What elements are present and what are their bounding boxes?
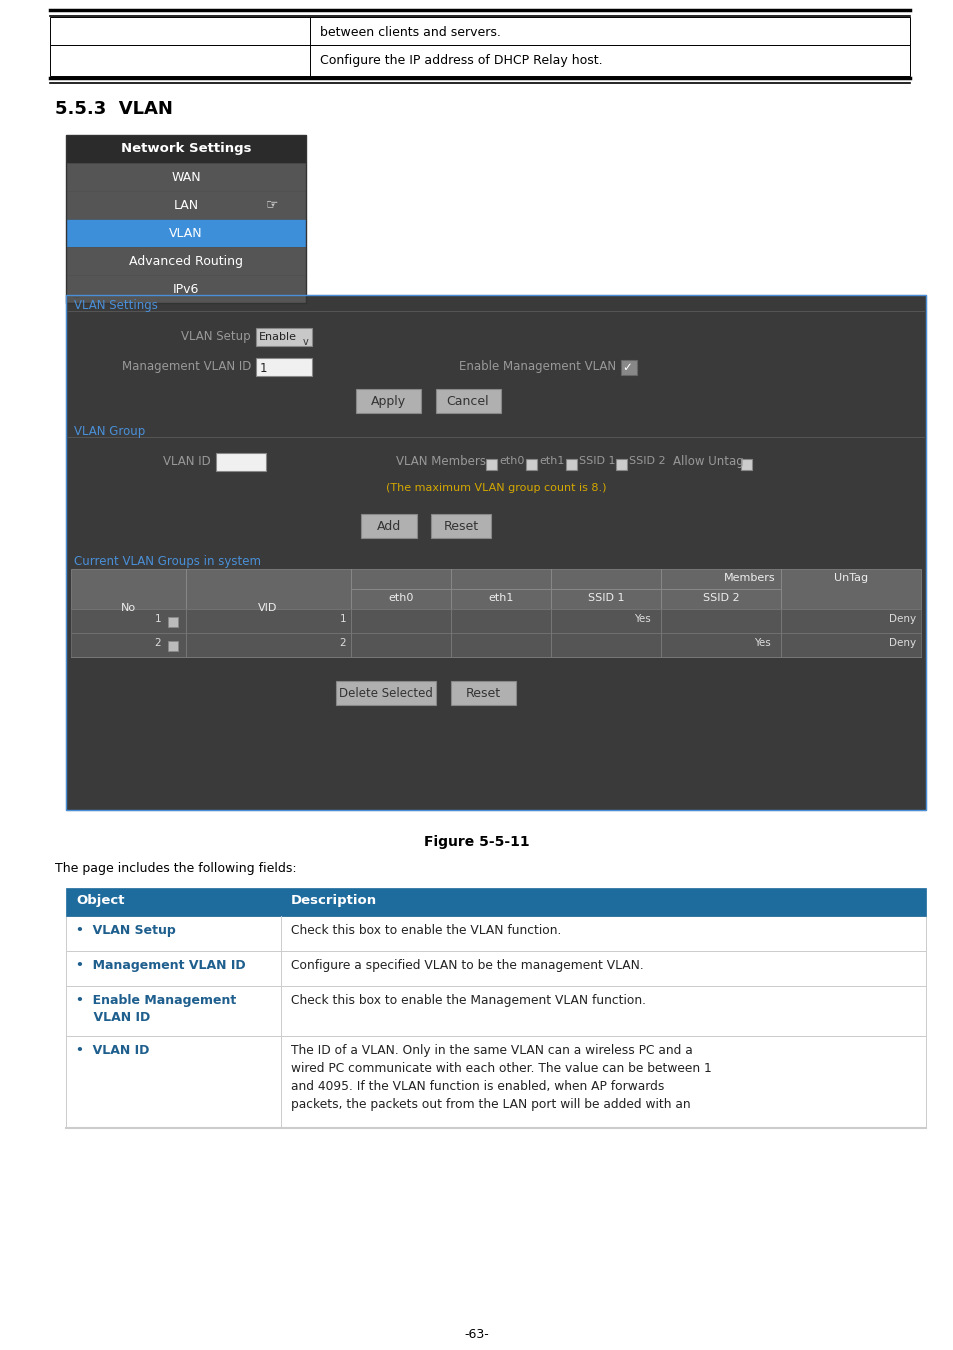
Text: VLAN: VLAN bbox=[169, 227, 203, 240]
Text: Enable: Enable bbox=[258, 332, 296, 342]
Text: Cancel: Cancel bbox=[446, 396, 489, 408]
Text: eth0: eth0 bbox=[498, 456, 524, 466]
Bar bbox=[66, 986, 925, 1035]
Bar bbox=[66, 190, 306, 219]
Text: Allow Untag: Allow Untag bbox=[672, 455, 743, 468]
Text: SSID 1: SSID 1 bbox=[578, 456, 615, 466]
Bar bbox=[66, 163, 306, 190]
Text: VLAN Members: VLAN Members bbox=[395, 455, 485, 468]
Bar bbox=[255, 328, 312, 346]
Text: •  Management VLAN ID: • Management VLAN ID bbox=[76, 958, 245, 972]
Text: 5.5.3  VLAN: 5.5.3 VLAN bbox=[55, 100, 172, 117]
Text: UnTag: UnTag bbox=[833, 572, 867, 583]
Text: 1: 1 bbox=[154, 614, 161, 624]
Text: •  VLAN ID: • VLAN ID bbox=[76, 1044, 150, 1057]
Text: •  VLAN Setup: • VLAN Setup bbox=[76, 923, 175, 937]
Text: v: v bbox=[303, 338, 309, 347]
Bar bbox=[66, 950, 925, 986]
Text: WAN: WAN bbox=[171, 171, 200, 184]
Bar bbox=[66, 296, 925, 810]
Text: LAN: LAN bbox=[173, 198, 198, 212]
Bar bbox=[71, 568, 920, 609]
Text: Add: Add bbox=[376, 520, 400, 533]
Bar bbox=[431, 514, 491, 539]
Bar bbox=[71, 633, 920, 657]
Text: Reset: Reset bbox=[443, 520, 478, 533]
Text: between clients and servers.: between clients and servers. bbox=[319, 26, 500, 39]
Text: Figure 5-5-11: Figure 5-5-11 bbox=[424, 836, 529, 849]
Bar bbox=[355, 389, 420, 413]
Text: SSID 2: SSID 2 bbox=[628, 456, 665, 466]
Bar bbox=[71, 609, 920, 633]
Text: Current VLAN Groups in system: Current VLAN Groups in system bbox=[74, 555, 261, 568]
Text: eth0: eth0 bbox=[388, 593, 414, 603]
Text: Reset: Reset bbox=[465, 687, 500, 701]
Bar bbox=[50, 45, 909, 76]
Text: VLAN Group: VLAN Group bbox=[74, 425, 145, 437]
Text: Delete Selected: Delete Selected bbox=[338, 687, 433, 701]
Text: ☞: ☞ bbox=[266, 197, 278, 211]
Bar bbox=[66, 1035, 925, 1129]
Text: The page includes the following fields:: The page includes the following fields: bbox=[55, 863, 296, 875]
Bar bbox=[255, 358, 312, 377]
Text: Object: Object bbox=[76, 894, 125, 907]
Text: Advanced Routing: Advanced Routing bbox=[129, 255, 243, 269]
Text: Deny: Deny bbox=[888, 639, 915, 648]
Text: 2: 2 bbox=[339, 639, 346, 648]
Text: Yes: Yes bbox=[634, 614, 650, 624]
Text: eth1: eth1 bbox=[538, 456, 564, 466]
Bar bbox=[616, 459, 626, 470]
Text: VID: VID bbox=[258, 603, 277, 613]
Text: Network Settings: Network Settings bbox=[121, 142, 251, 155]
Text: •  Enable Management
    VLAN ID: • Enable Management VLAN ID bbox=[76, 994, 236, 1025]
Text: (The maximum VLAN group count is 8.): (The maximum VLAN group count is 8.) bbox=[385, 483, 605, 493]
Text: IPv6: IPv6 bbox=[172, 284, 199, 296]
Text: Management VLAN ID: Management VLAN ID bbox=[121, 360, 251, 373]
Text: Configure the IP address of DHCP Relay host.: Configure the IP address of DHCP Relay h… bbox=[319, 54, 602, 68]
Bar bbox=[360, 514, 416, 539]
Bar bbox=[66, 247, 306, 275]
Bar bbox=[66, 296, 925, 810]
Bar bbox=[66, 219, 306, 247]
Text: -63-: -63- bbox=[464, 1328, 489, 1341]
Text: Enable Management VLAN: Enable Management VLAN bbox=[458, 360, 616, 373]
Bar bbox=[66, 888, 925, 917]
Bar bbox=[740, 459, 751, 470]
Bar bbox=[50, 18, 909, 45]
Text: Members: Members bbox=[723, 572, 775, 583]
Text: Apply: Apply bbox=[370, 396, 405, 408]
Bar bbox=[525, 459, 537, 470]
Text: 1: 1 bbox=[339, 614, 346, 624]
Text: Check this box to enable the VLAN function.: Check this box to enable the VLAN functi… bbox=[291, 923, 560, 937]
Text: No: No bbox=[120, 603, 135, 613]
Text: VLAN ID: VLAN ID bbox=[163, 455, 211, 468]
Text: Deny: Deny bbox=[888, 614, 915, 624]
Text: Yes: Yes bbox=[754, 639, 770, 648]
Bar bbox=[620, 360, 637, 375]
Text: VLAN Settings: VLAN Settings bbox=[74, 298, 157, 312]
Text: VLAN Setup: VLAN Setup bbox=[181, 329, 251, 343]
Text: Configure a specified VLAN to be the management VLAN.: Configure a specified VLAN to be the man… bbox=[291, 958, 643, 972]
Text: SSID 2: SSID 2 bbox=[702, 593, 739, 603]
Text: eth1: eth1 bbox=[488, 593, 513, 603]
Text: Check this box to enable the Management VLAN function.: Check this box to enable the Management … bbox=[291, 994, 645, 1007]
Text: SSID 1: SSID 1 bbox=[587, 593, 623, 603]
Bar bbox=[66, 135, 306, 302]
Text: ✓: ✓ bbox=[621, 360, 631, 374]
Bar bbox=[66, 917, 925, 950]
Bar bbox=[66, 135, 306, 163]
Text: The ID of a VLAN. Only in the same VLAN can a wireless PC and a
wired PC communi: The ID of a VLAN. Only in the same VLAN … bbox=[291, 1044, 711, 1111]
Bar bbox=[565, 459, 577, 470]
Bar bbox=[215, 454, 266, 471]
Bar bbox=[335, 680, 436, 705]
Text: Description: Description bbox=[291, 894, 376, 907]
Bar bbox=[436, 389, 500, 413]
Bar bbox=[168, 617, 178, 626]
Bar bbox=[485, 459, 497, 470]
Bar bbox=[168, 641, 178, 651]
Text: 2: 2 bbox=[154, 639, 161, 648]
Bar bbox=[451, 680, 516, 705]
Text: 1: 1 bbox=[260, 362, 267, 375]
Bar bbox=[66, 275, 306, 302]
